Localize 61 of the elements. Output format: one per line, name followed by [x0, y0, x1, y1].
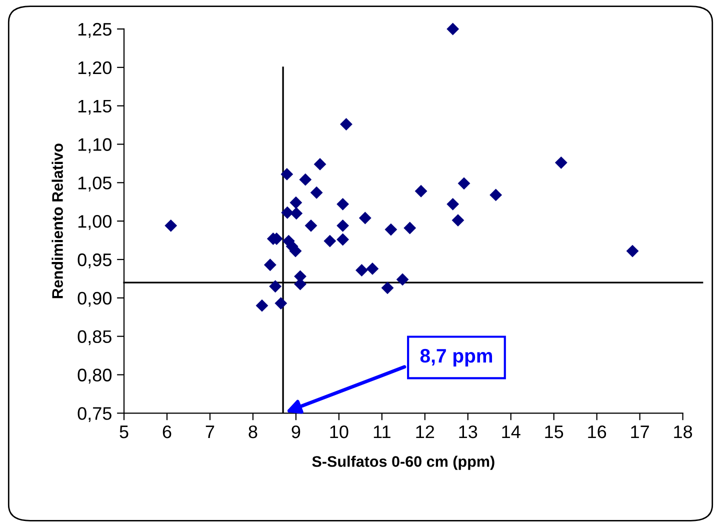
point [299, 173, 312, 186]
y-tick-label: 1,05 [78, 176, 112, 192]
point [404, 222, 416, 234]
point [269, 280, 282, 293]
y-tick-label: 1,20 [78, 61, 112, 76]
x-tick-label: 11 [374, 426, 390, 438]
x-tick-label: 8 [248, 425, 258, 438]
x-tick-label: 5 [120, 426, 128, 438]
point [281, 206, 294, 219]
y-tick-label: 0,90 [78, 292, 112, 307]
point [256, 299, 268, 312]
point [324, 234, 336, 248]
x-tick-label: 18 [674, 425, 692, 438]
x-tick-label: 12 [416, 425, 434, 438]
point [446, 198, 460, 210]
point [396, 273, 409, 286]
point [264, 258, 276, 272]
point [358, 212, 372, 224]
x-tick-label: 16 [588, 425, 606, 438]
y-tick-label: 1,15 [78, 100, 112, 115]
point [274, 297, 288, 310]
point [452, 214, 464, 227]
y-tick-label: 0,95 [78, 253, 112, 268]
point [340, 118, 352, 130]
point [626, 244, 639, 258]
x-tick-label: 10 [330, 425, 348, 438]
x-tick-label: 15 [545, 426, 564, 438]
point [490, 188, 502, 202]
point [355, 264, 368, 276]
point [381, 282, 394, 294]
x-tick-label: 6 [162, 425, 172, 438]
y-tick-label: 0,80 [78, 368, 112, 384]
point [290, 196, 302, 209]
y-axis-title: Rendimiento Relativo [52, 144, 63, 298]
point [164, 219, 178, 232]
y-tick-label: 1,10 [78, 138, 112, 154]
point [384, 223, 398, 236]
point [414, 184, 428, 198]
point [336, 219, 350, 232]
point [336, 198, 350, 210]
x-tick-label: 9 [292, 425, 300, 438]
point [554, 156, 568, 169]
y-tick-label: 1,00 [78, 215, 112, 230]
x-tick-label: 17 [631, 426, 649, 438]
point [458, 177, 470, 190]
point [280, 168, 294, 180]
x-tick-label: 14 [502, 426, 520, 438]
point [310, 186, 323, 199]
y-tick-label: 1,25 [78, 22, 112, 38]
y-tick-label: 0,85 [78, 330, 112, 346]
point [366, 262, 379, 275]
x-axis-title: S-Sulfatos 0-60 cm (ppm) [312, 456, 494, 470]
point [446, 22, 460, 36]
point [314, 158, 326, 170]
y-tick-label: 0,75 [78, 407, 112, 422]
x-tick-label: 13 [459, 425, 478, 438]
point [304, 219, 318, 232]
point [290, 207, 303, 220]
annotation: 8,7 ppm [420, 348, 492, 367]
x-tick-label: 7 [206, 426, 214, 438]
point [336, 233, 350, 246]
